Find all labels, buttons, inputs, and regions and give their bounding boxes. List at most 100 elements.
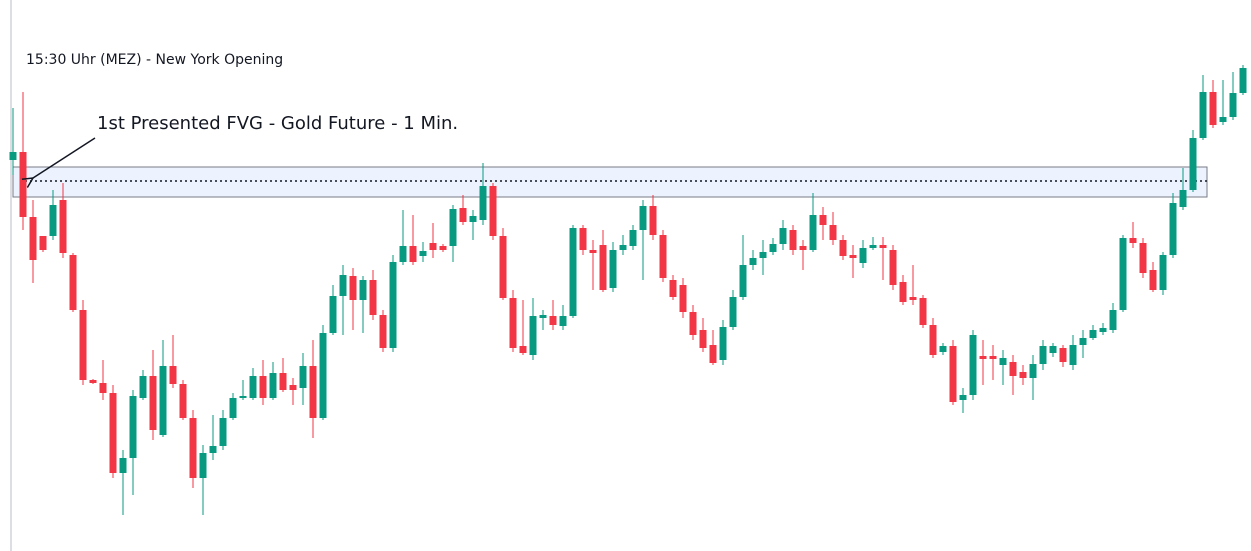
candle-body [269,373,277,398]
candle-body [479,186,487,220]
candle-body [879,245,887,248]
candle-body [149,376,157,430]
candle-body [579,228,587,250]
candle-body [389,262,397,348]
candle-body [1209,92,1217,125]
candle-body [929,325,937,355]
candle-body [759,252,767,258]
candle-body [719,327,727,360]
candle-body [359,280,367,300]
candle-body [1059,348,1067,362]
candle-body [89,380,97,383]
candle-body [539,315,547,318]
candle-body [849,255,857,258]
candle-body [839,240,847,256]
candle-body [779,228,787,244]
candle-body [1039,346,1047,364]
candle-body [709,345,717,363]
candle-body [669,280,677,297]
candle-body [1119,238,1127,310]
candle-body [629,230,637,246]
candle-body [639,206,647,230]
candle-body [79,310,87,380]
candle-body [959,395,967,400]
candle-body [499,236,507,298]
candle-body [1189,138,1197,190]
candle-body [1219,117,1227,122]
candle-body [99,383,107,393]
candle-body [1169,203,1177,255]
candle-body [289,385,297,390]
candle-body [949,346,957,402]
candle-body [349,276,357,300]
candle-body [209,446,217,453]
candle-body [329,296,337,333]
candle-body [909,297,917,300]
candle-body [1199,92,1207,138]
candle-body [339,275,347,296]
candle-body [859,248,867,263]
candle-body [419,251,427,256]
candle-body [689,312,697,335]
candle-body [439,246,447,250]
candle-body [919,298,927,325]
candle-body [939,346,947,352]
annotation-arrow [33,137,96,178]
candle-body [39,236,47,250]
candle-body [1099,328,1107,332]
chart-title: 15:30 Uhr (MEZ) - New York Opening [26,52,283,68]
candle-body [119,458,127,473]
candle-body [379,315,387,348]
candle-body [229,398,237,418]
candle-body [449,209,457,246]
candle-body [1089,330,1097,338]
fvg-layer [12,166,1208,198]
candle-body [649,206,657,235]
candle-body [429,243,437,250]
candle-body [459,208,467,222]
candle-body [1239,68,1247,93]
candle-body [1019,372,1027,378]
candle-body [259,376,267,398]
candle-body [399,246,407,262]
candle-body [979,356,987,359]
candle-body [989,356,997,359]
candles [9,65,1247,515]
candle-body [889,250,897,285]
candle-body [999,358,1007,365]
candle-body [519,346,527,353]
candle-body [29,217,37,260]
candle-body [699,330,707,348]
candle-body [619,245,627,250]
candle-body [1229,93,1237,117]
candle-body [9,152,17,160]
candle-body [1129,238,1137,243]
candle-body [569,228,577,316]
candle-body [1109,310,1117,330]
candle-body [739,265,747,297]
candle-body [369,280,377,315]
candle-body [1179,190,1187,207]
candle-body [969,335,977,395]
candle-body [469,216,477,222]
candle-body [809,215,817,250]
candle-body [729,297,737,327]
candle-body [1079,338,1087,345]
candle-body [769,244,777,252]
candle-body [749,258,757,265]
candle-body [319,333,327,418]
candle-body [819,215,827,225]
fvg-zone [12,166,1208,198]
candle-body [189,418,197,478]
candle-body [549,316,557,325]
candle-body [589,250,597,253]
candle-body [1159,255,1167,290]
candle-body [829,225,837,240]
candle-body [1149,270,1157,290]
candle-body [139,376,147,398]
candle-body [299,366,307,388]
candle-body [19,152,27,217]
candle-body [1069,345,1077,365]
